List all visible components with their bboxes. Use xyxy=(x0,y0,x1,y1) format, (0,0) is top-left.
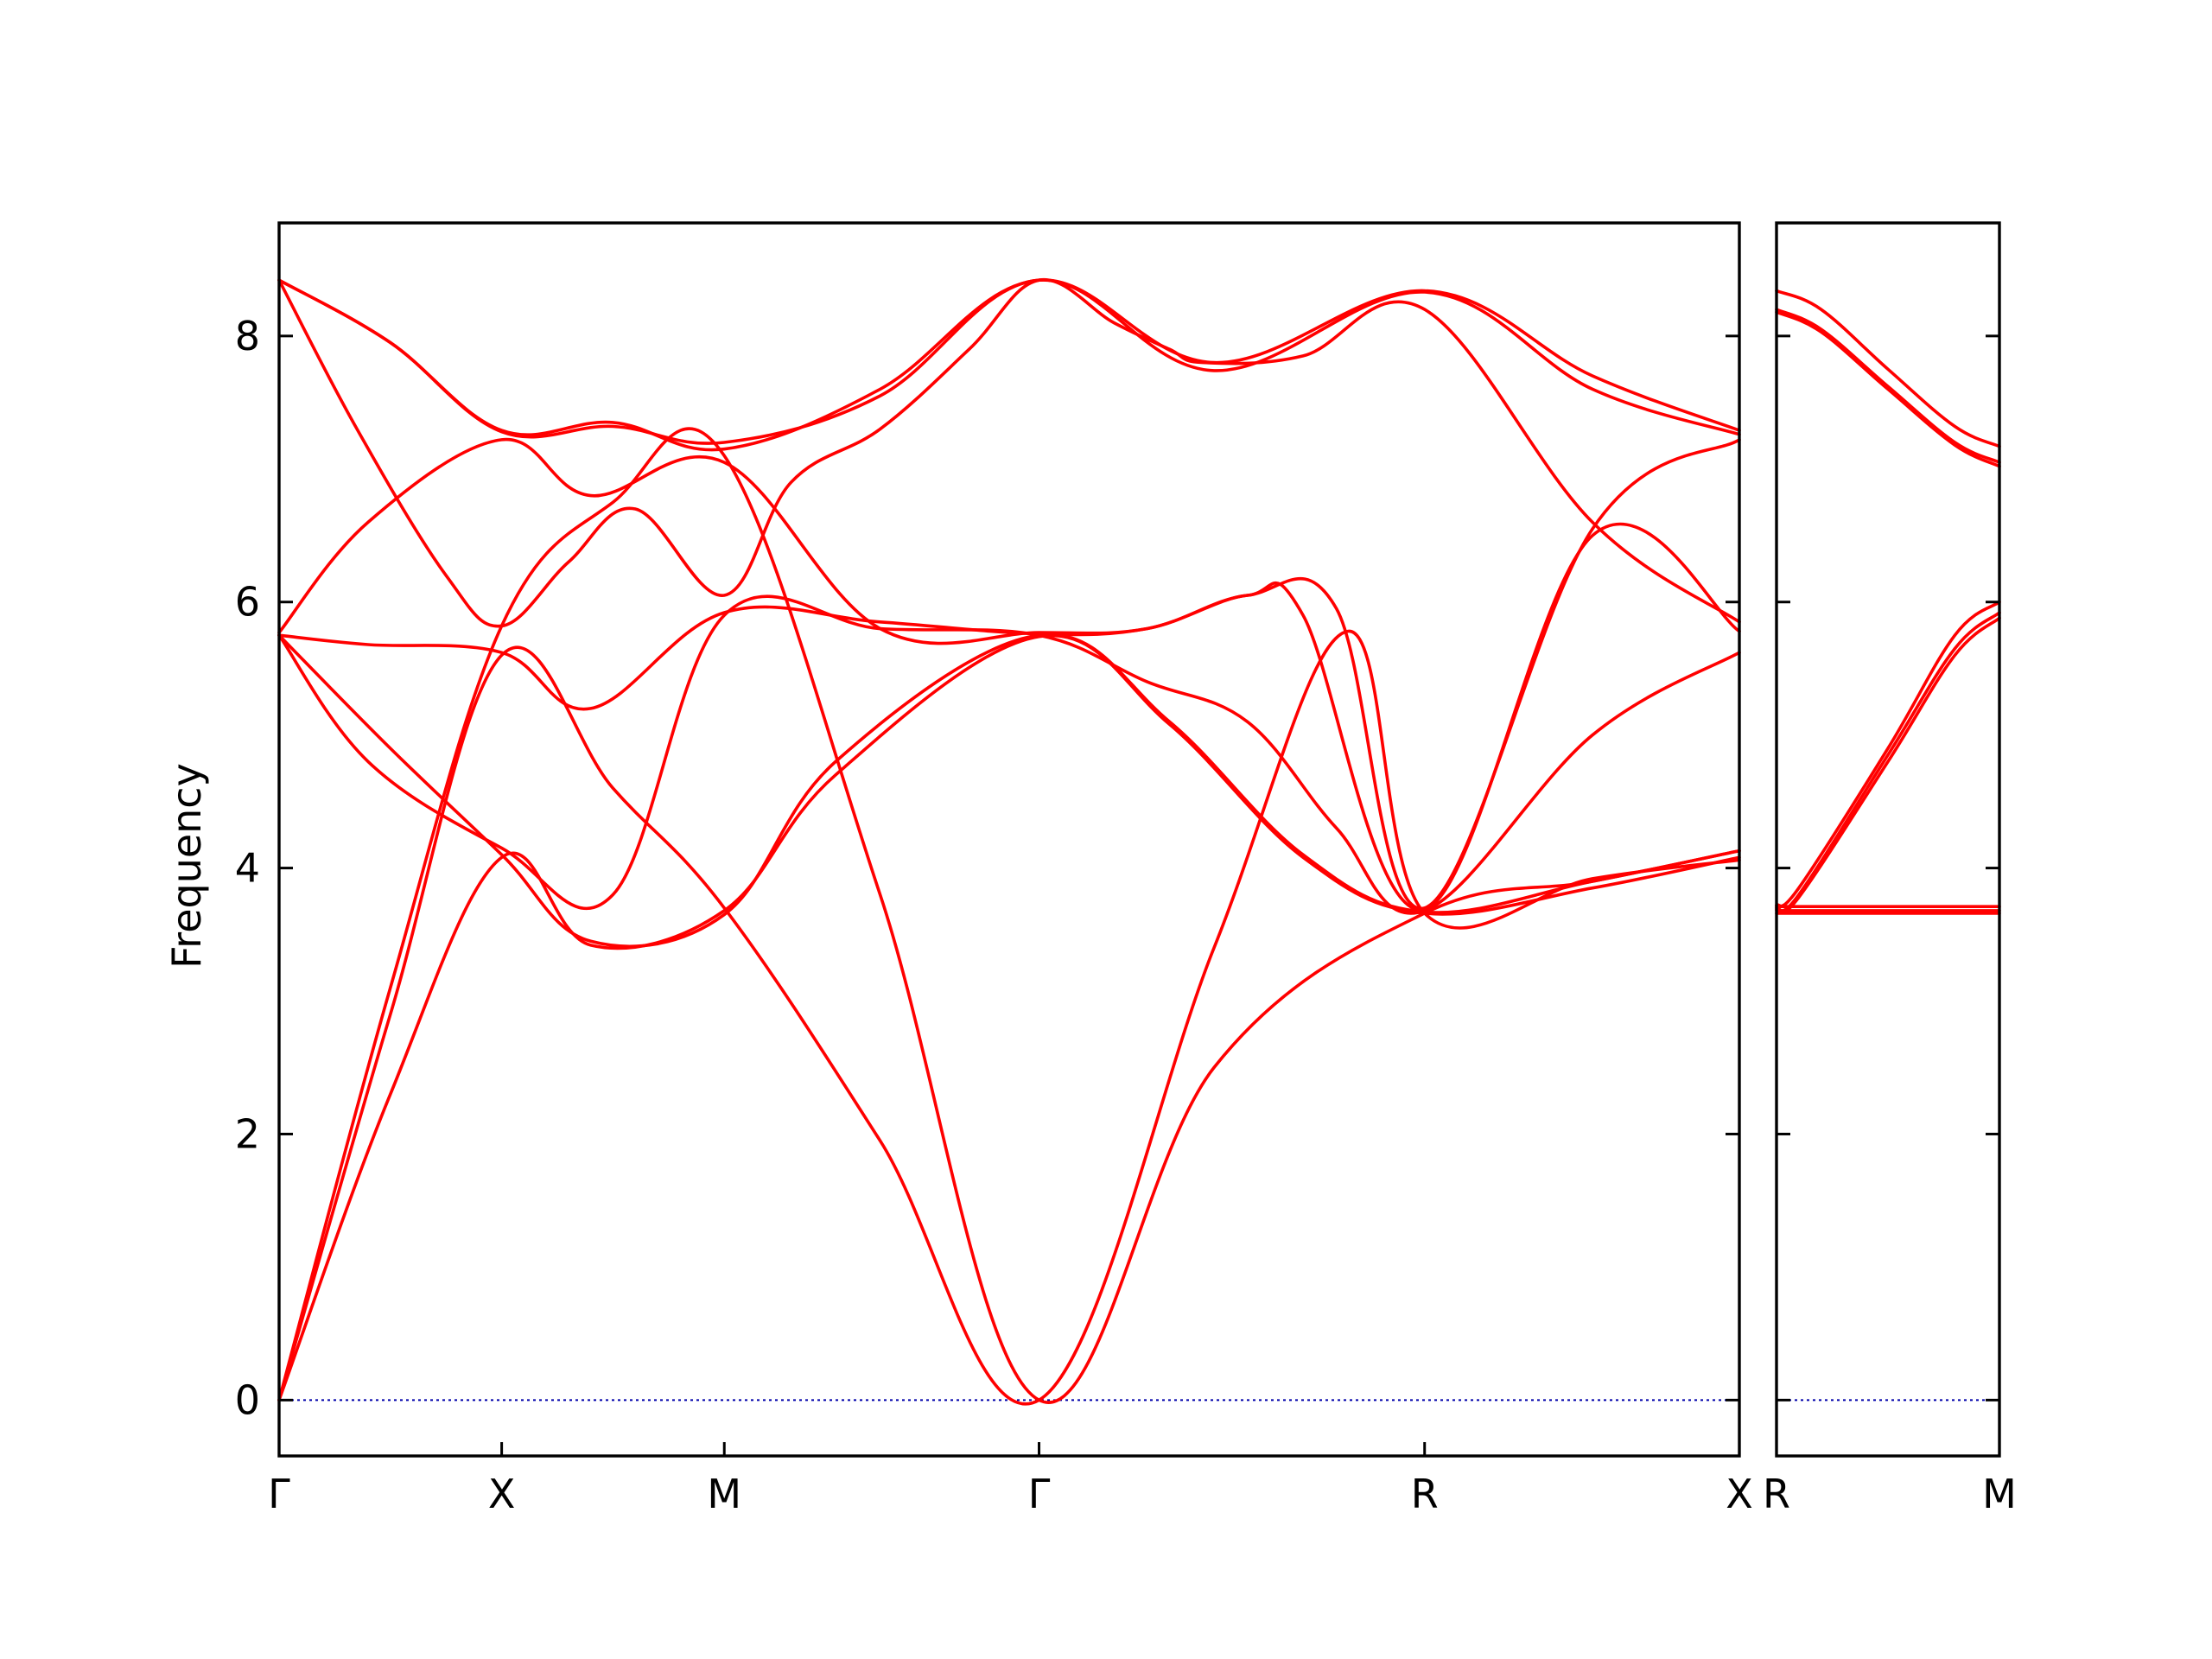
y-tick-label: 8 xyxy=(235,313,260,359)
band-line-3 xyxy=(277,277,1741,628)
y-tick-label: 6 xyxy=(235,579,260,626)
band-line-2 xyxy=(277,278,1741,445)
band-line-2 xyxy=(1775,308,2001,464)
y-tick-label: 0 xyxy=(235,1376,260,1423)
x-tick-label: M xyxy=(707,1471,741,1517)
band-line-5 xyxy=(277,522,1741,912)
band-line-10 xyxy=(277,427,1741,1404)
band-line-4 xyxy=(1775,600,2001,908)
x-tick-label: X xyxy=(488,1471,516,1517)
y-axis-label: Frequency xyxy=(163,763,210,969)
axes-frame xyxy=(1775,221,2001,1458)
main-band-panel: 0 2 4 6 8 Γ X M Γ R X xyxy=(235,221,1753,1517)
x-tick-label: R xyxy=(1411,1471,1439,1517)
band-line-6 xyxy=(277,594,1741,915)
band-line-7 xyxy=(277,632,1741,948)
y-tick-label: 2 xyxy=(235,1110,260,1157)
axes-frame xyxy=(277,221,1741,1458)
band-line-9 xyxy=(277,629,1741,1406)
band-line-5 xyxy=(1775,611,2001,912)
y-tick-label: 4 xyxy=(235,845,260,892)
band-line-6 xyxy=(1775,616,2001,914)
band-line-1 xyxy=(1775,289,2001,448)
x-tick-label: Γ xyxy=(268,1471,290,1517)
x-tick-label: M xyxy=(1982,1471,2017,1517)
band-line-3 xyxy=(1775,310,2001,468)
x-tick-label: Γ xyxy=(1028,1471,1051,1517)
x-tick-label: X xyxy=(1726,1471,1753,1517)
x-tick-label: R xyxy=(1763,1471,1790,1517)
